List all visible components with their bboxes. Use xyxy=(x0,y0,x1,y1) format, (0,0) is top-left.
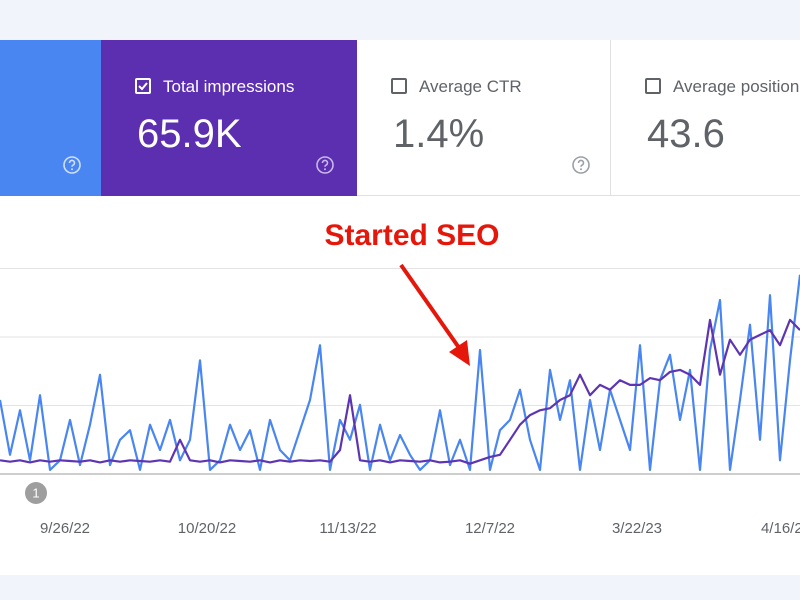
checkbox[interactable] xyxy=(391,78,407,94)
x-tick-label: 11/13/22 xyxy=(319,520,376,537)
position-tile[interactable]: Average position 43.6 xyxy=(611,40,800,196)
help-glyph xyxy=(316,156,334,174)
annotation-arrow xyxy=(399,263,464,354)
performance-card: Total impressions 65.9K Average CTR 1.4% A… xyxy=(0,40,800,575)
tile-label: Total impressions xyxy=(163,77,295,96)
help-icon[interactable] xyxy=(62,155,82,175)
marker-label[interactable]: 1 xyxy=(32,485,39,500)
help-glyph xyxy=(572,156,590,174)
marker-badge[interactable] xyxy=(25,482,47,504)
tile-value: 65.9K xyxy=(137,112,242,156)
x-tick-label: 3/22/23 xyxy=(612,520,662,537)
x-tick-label: 12/7/22 xyxy=(465,520,515,537)
check-mark xyxy=(138,82,148,91)
tile-label: Average CTR xyxy=(419,77,522,96)
x-tick-label: 4/16/23 xyxy=(761,520,800,537)
checkbox[interactable] xyxy=(135,78,151,94)
tile-label: Average position xyxy=(673,77,800,96)
tile-value: 43.6 xyxy=(647,112,725,156)
tile-value: 1.4% xyxy=(393,112,485,156)
series-line xyxy=(0,274,800,471)
x-tick-label: 10/20/22 xyxy=(178,520,236,537)
help-icon[interactable] xyxy=(571,155,591,180)
impressions-tile[interactable]: Total impressions 65.9K xyxy=(101,40,357,196)
annotation: Started SEO xyxy=(324,219,499,252)
x-tick-label: 9/26/22 xyxy=(40,520,90,537)
checkbox[interactable] xyxy=(645,78,661,94)
help-icon[interactable] xyxy=(315,155,335,180)
ctr-tile[interactable]: Average CTR 1.4% xyxy=(357,40,611,196)
clicks-tile[interactable] xyxy=(0,40,101,196)
series-line xyxy=(0,318,800,465)
arrow-head xyxy=(449,340,470,366)
